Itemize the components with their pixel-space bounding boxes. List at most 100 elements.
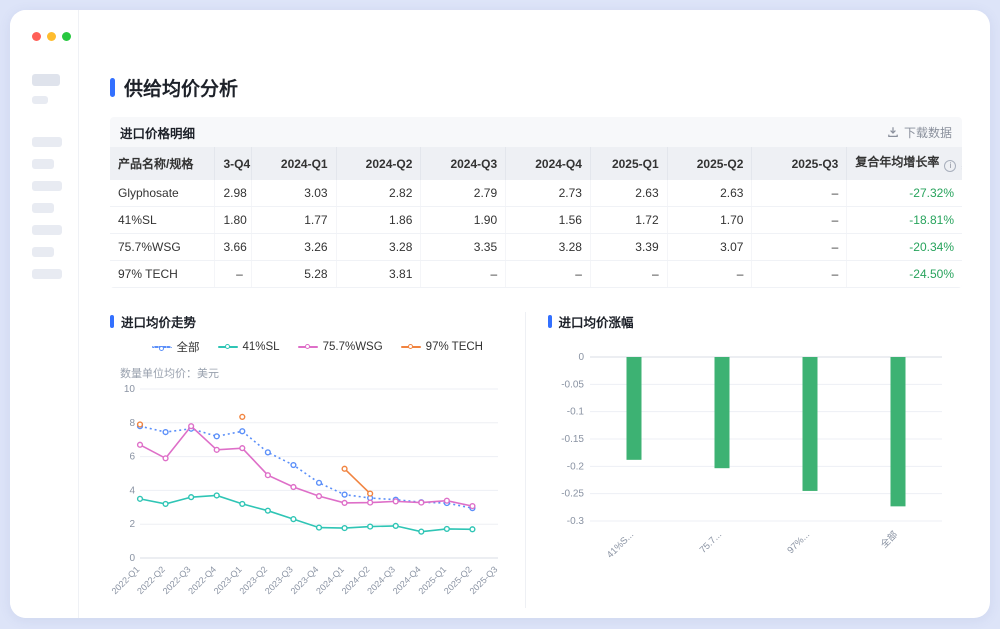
chart-subtitle: 数量单位均价：美元 [120, 368, 219, 380]
legend-item[interactable]: 97% TECH [400, 341, 483, 353]
sidebar-skeleton-bar[interactable] [32, 247, 54, 257]
value-cell: – [751, 233, 848, 261]
svg-text:-0.1: -0.1 [566, 407, 584, 418]
column-header: 2025-Q1 [590, 147, 668, 180]
import-price-change-chart: 0 -0.05 -0.1 -0.15 -0.2 -0.25 -0.3 41%S... 75.7.… [561, 352, 942, 561]
value-cell: 2.79 [420, 180, 507, 207]
cagr-cell: -24.50% [846, 260, 962, 288]
value-cell: 2.98 [214, 180, 252, 207]
column-label: 2024-Q3 [450, 156, 498, 171]
column-header[interactable]: 复合年均增长率 i▲▼ [846, 147, 962, 180]
legend-label: 75.7%WSG [322, 341, 383, 353]
sidebar-skeleton-bar [32, 74, 60, 86]
sidebar-skeleton-bar[interactable] [32, 269, 62, 279]
table-row: 75.7%WSG 3.66 3.26 3.28 3.35 3.28 3.39 3.07– -20… [110, 233, 962, 261]
legend-label: 97% TECH [425, 341, 483, 353]
value-cell: 3.26 [251, 233, 337, 261]
product-name-cell: 75.7%WSG [110, 233, 216, 261]
value-cell: 1.70 [667, 206, 753, 234]
value-cell: 2.63 [590, 180, 668, 207]
value-cell: 1.86 [336, 206, 422, 234]
column-label: 2024-Q1 [280, 156, 328, 171]
title-accent-bar [110, 315, 114, 328]
sidebar-skeleton-bar[interactable] [32, 159, 54, 169]
value-cell: 3.28 [505, 233, 591, 261]
svg-text:97%...: 97%... [785, 529, 812, 556]
change-chart-section: 进口均价涨幅 0 -0.05 -0.1 -0.15 -0.2 -0.25 -0.3 41%S.… [524, 312, 963, 608]
value-cell: 1.80 [214, 206, 252, 234]
svg-text:-0.25: -0.25 [561, 489, 584, 500]
legend-label: 全部 [176, 342, 200, 354]
column-header: 2025-Q2 [667, 147, 753, 180]
value-cell: – [751, 260, 848, 288]
sidebar-skeleton-bar[interactable] [32, 225, 62, 235]
zoom-icon[interactable] [62, 32, 71, 41]
value-cell: 3.03 [251, 180, 337, 207]
value-cell: 3.81 [336, 260, 422, 288]
column-header: 3-Q4 [214, 147, 252, 180]
svg-text:10: 10 [124, 384, 136, 395]
column-label: 3-Q4 [223, 156, 251, 171]
column-label: 复合年均增长率 [855, 155, 940, 169]
card-title: 进口价格明细 [120, 126, 196, 141]
value-cell: 3.07 [667, 233, 753, 261]
sort-icon[interactable]: ▲▼ [960, 163, 962, 174]
legend-item[interactable]: 75.7%WSG [297, 341, 383, 353]
change-chart-title-text: 进口均价涨幅 [558, 316, 634, 330]
cagr-cell: -18.81% [846, 206, 962, 234]
value-cell: 1.56 [505, 206, 591, 234]
sidebar-skeleton-bar[interactable] [32, 181, 62, 191]
value-cell: 1.77 [251, 206, 337, 234]
column-label: 2025-Q1 [611, 156, 659, 171]
legend-marker-icon [217, 344, 238, 349]
table-header-row: 产品名称/规格 3-Q4 2024-Q1 2024-Q2 2024-Q3 2024-Q4 2… [110, 147, 962, 180]
svg-text:0: 0 [129, 553, 135, 564]
svg-text:75.7...: 75.7... [697, 529, 723, 555]
value-cell: – [214, 260, 252, 288]
trend-chart-title-text: 进口均价走势 [121, 316, 197, 330]
price-table: 产品名称/规格 3-Q4 2024-Q1 2024-Q2 2024-Q3 2024-Q4 2… [110, 147, 962, 288]
legend-label: 41%SL [242, 341, 280, 353]
legend-item[interactable]: 41%SL [217, 341, 280, 353]
sidebar-skeleton-bar[interactable] [32, 203, 54, 213]
download-data-button[interactable]: 下载数据 [887, 124, 952, 141]
value-cell: – [751, 180, 848, 207]
sidebar-skeleton-bar[interactable] [32, 137, 62, 147]
close-icon[interactable] [32, 32, 41, 41]
svg-text:4: 4 [129, 485, 135, 496]
table-row: Glyphosate 2.98 3.03 2.82 2.79 2.73 2.63 2.63– -… [110, 180, 962, 207]
table-row: 41%SL 1.80 1.77 1.86 1.90 1.56 1.72 1.70– -18.81… [110, 206, 962, 234]
info-circle-icon[interactable]: i [944, 159, 957, 172]
cagr-cell: -27.32% [846, 180, 962, 207]
column-header: 2024-Q2 [336, 147, 422, 180]
card-header: 进口价格明细 下载数据 [110, 117, 962, 147]
legend-marker-icon [400, 344, 421, 349]
svg-text:2025-Q3: 2025-Q3 [468, 564, 500, 596]
value-cell: – [751, 206, 848, 234]
page-title-text: 供给均价分析 [124, 79, 239, 100]
title-accent-bar [110, 78, 115, 97]
table-row: 97% TECH –5.28 3.81– – – – – -24.50% [110, 260, 962, 288]
svg-text:6: 6 [129, 452, 135, 463]
svg-text:8: 8 [129, 418, 135, 429]
value-cell: 3.28 [336, 233, 422, 261]
product-name-cell: 97% TECH [110, 260, 216, 288]
product-name-cell: 41%SL [110, 206, 216, 234]
download-label: 下载数据 [903, 125, 952, 140]
value-cell: 2.63 [667, 180, 753, 207]
cagr-cell: -20.34% [846, 233, 962, 261]
value-cell: – [667, 260, 753, 288]
column-header: 2024-Q3 [420, 147, 507, 180]
sidebar [10, 10, 79, 618]
value-cell: 3.35 [420, 233, 507, 261]
column-header: 2024-Q4 [505, 147, 591, 180]
column-label: 2025-Q3 [791, 156, 839, 171]
charts-row: 进口均价走势 全部 41%SL 75.7%WSG 97% TECH 数量单位均价：美元… [110, 312, 962, 608]
svg-text:-0.15: -0.15 [561, 434, 584, 445]
value-cell: 2.82 [336, 180, 422, 207]
legend-item[interactable]: 全部 [151, 339, 200, 355]
minimize-icon[interactable] [47, 32, 56, 41]
product-name-cell: Glyphosate [110, 180, 216, 207]
value-cell: – [505, 260, 591, 288]
column-label: 产品名称/规格 [118, 157, 194, 171]
